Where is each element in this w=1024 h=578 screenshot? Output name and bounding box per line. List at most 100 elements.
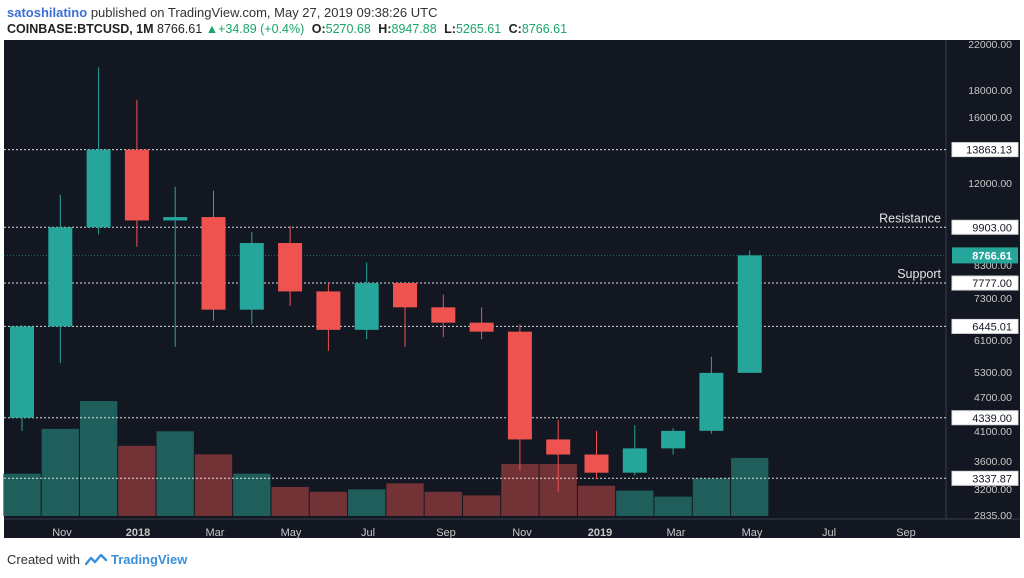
candle-body[interactable] xyxy=(239,243,264,310)
high-label: H: xyxy=(378,22,392,36)
volume-bar xyxy=(271,486,309,516)
last-price: 8766.61 xyxy=(157,22,203,36)
published-text: published on TradingView.com, May 27, 20… xyxy=(90,5,438,20)
x-tick-label: Mar xyxy=(206,527,225,539)
volume-bar xyxy=(118,445,156,516)
level-label: 6445.01 xyxy=(972,321,1012,333)
level-label-box xyxy=(951,275,1019,291)
candle-body[interactable] xyxy=(393,283,417,308)
level-label-box xyxy=(951,142,1019,158)
low-label: L: xyxy=(444,22,456,36)
volume-bar xyxy=(386,483,424,516)
volume-bar xyxy=(3,473,41,516)
open-label: O: xyxy=(311,22,326,36)
last-price-label-box xyxy=(952,247,1018,264)
candle-body[interactable] xyxy=(48,227,73,327)
y-tick-label: 16000.00 xyxy=(968,112,1012,124)
publish-line: satoshilatino published on TradingView.c… xyxy=(7,5,437,20)
volume-bar xyxy=(194,454,233,516)
x-tick-label: May xyxy=(281,527,302,539)
close-value: 8766.61 xyxy=(521,22,568,36)
candle-body[interactable] xyxy=(86,149,111,228)
candle-body[interactable] xyxy=(163,217,188,221)
high-value: 8947.88 xyxy=(391,22,437,36)
x-tick-label: Nov xyxy=(52,527,72,539)
candle-body[interactable] xyxy=(201,217,226,310)
y-tick-label: 6100.00 xyxy=(974,335,1012,347)
volume-bar xyxy=(309,491,348,516)
candle-body[interactable] xyxy=(546,439,571,455)
footer: Created with TradingView xyxy=(7,552,187,567)
x-tick-label: Nov xyxy=(512,527,532,539)
volume-bar xyxy=(692,478,731,516)
volume-bar xyxy=(233,473,271,516)
y-tick-label: 5300.00 xyxy=(974,367,1012,379)
chart-header: satoshilatino published on TradingView.c… xyxy=(0,0,1024,40)
level-label: 9903.00 xyxy=(972,222,1012,234)
volume-bar xyxy=(424,491,462,516)
y-tick-label: 4100.00 xyxy=(974,426,1012,438)
level-annotation: Resistance xyxy=(879,211,941,225)
candle-body[interactable] xyxy=(316,291,341,330)
level-label-box xyxy=(951,318,1019,334)
volume-bar xyxy=(654,496,692,516)
level-label-box xyxy=(951,410,1019,426)
y-tick-label: 12000.00 xyxy=(968,178,1012,190)
x-tick-label: Jul xyxy=(822,527,836,539)
level-annotation: Support xyxy=(897,267,941,281)
last-price-label: 8766.61 xyxy=(972,250,1012,262)
low-value: 5265.61 xyxy=(455,22,502,36)
candle-body[interactable] xyxy=(354,283,379,330)
x-tick-label: Sep xyxy=(436,527,456,539)
volume-bar xyxy=(501,463,539,516)
y-tick-label: 3200.00 xyxy=(974,484,1012,496)
volume-bar xyxy=(577,485,616,516)
ohlc-line: COINBASE:BTCUSD, 1M 8766.61 ▲+34.89 (+0.… xyxy=(7,22,567,36)
volume-bar xyxy=(462,495,501,516)
symbol-label: COINBASE:BTCUSD, 1M xyxy=(7,22,154,36)
volume-bar xyxy=(79,401,118,516)
tradingview-brand[interactable]: TradingView xyxy=(110,552,188,567)
y-tick-label: 18000.00 xyxy=(968,85,1012,97)
author-link[interactable]: satoshilatino xyxy=(7,5,88,20)
open-value: 5270.68 xyxy=(325,22,371,36)
x-tick-label: 2019 xyxy=(588,527,612,539)
x-tick-label: Jul xyxy=(361,527,375,539)
y-tick-label: 3600.00 xyxy=(974,456,1012,468)
level-label: 7777.00 xyxy=(972,278,1012,290)
candle-body[interactable] xyxy=(507,331,532,440)
candle-body[interactable] xyxy=(124,149,149,221)
candle-body[interactable] xyxy=(10,326,34,418)
time-axis-background xyxy=(4,519,1020,538)
created-with-text: Created with xyxy=(7,552,80,567)
y-tick-label: 4700.00 xyxy=(974,392,1012,404)
level-label-box xyxy=(951,470,1019,486)
up-arrow-icon: ▲ xyxy=(205,22,219,36)
volume-bar xyxy=(41,428,79,516)
close-label: C: xyxy=(508,22,522,36)
candle-body[interactable] xyxy=(699,372,724,431)
candlestick-chart[interactable]: 22000.0018000.0016000.0012000.008300.007… xyxy=(0,40,1024,546)
candle-body[interactable] xyxy=(622,448,647,473)
volume-bar xyxy=(156,431,194,516)
y-tick-label: 7300.00 xyxy=(974,293,1012,305)
price-change: +34.89 (+0.4%) xyxy=(218,22,305,36)
x-tick-label: Mar xyxy=(667,527,686,539)
level-label-box xyxy=(951,219,1019,235)
candle-body[interactable] xyxy=(431,307,456,323)
y-tick-label: 22000.00 xyxy=(968,40,1012,51)
candle-body[interactable] xyxy=(469,322,494,332)
candle-body[interactable] xyxy=(584,454,609,473)
volume-bar xyxy=(731,457,769,516)
x-tick-label: Sep xyxy=(896,527,916,539)
candle-body[interactable] xyxy=(278,243,303,292)
x-tick-label: 2018 xyxy=(126,527,150,539)
volume-bar xyxy=(616,490,654,516)
level-label: 4339.00 xyxy=(972,413,1012,425)
x-tick-label: May xyxy=(742,527,763,539)
candle-body[interactable] xyxy=(737,255,762,373)
y-tick-label: 2835.00 xyxy=(974,510,1012,522)
level-label: 13863.13 xyxy=(966,145,1012,157)
candle-body[interactable] xyxy=(661,430,686,449)
tradingview-logo-icon xyxy=(84,553,107,565)
